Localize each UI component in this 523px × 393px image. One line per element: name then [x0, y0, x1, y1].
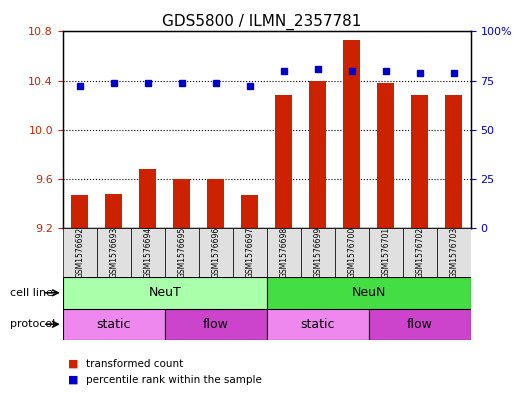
Text: GSM1576696: GSM1576696: [211, 227, 220, 278]
Text: GSM1576698: GSM1576698: [279, 227, 288, 278]
Bar: [437, 228, 471, 277]
Bar: [267, 277, 471, 309]
Text: GSM1576699: GSM1576699: [313, 227, 322, 278]
Bar: [63, 228, 97, 277]
Bar: [165, 228, 199, 277]
Text: flow: flow: [203, 318, 229, 331]
Bar: [411, 95, 428, 228]
Text: GDS5800 / ILMN_2357781: GDS5800 / ILMN_2357781: [162, 14, 361, 30]
Text: ■: ■: [68, 375, 78, 385]
Bar: [165, 309, 267, 340]
Text: NeuN: NeuN: [351, 286, 386, 299]
Text: NeuT: NeuT: [149, 286, 181, 299]
Text: GSM1576700: GSM1576700: [347, 227, 356, 278]
Bar: [343, 40, 360, 228]
Text: transformed count: transformed count: [86, 358, 184, 369]
Bar: [105, 193, 122, 228]
Text: flow: flow: [407, 318, 433, 331]
Bar: [309, 81, 326, 228]
Text: GSM1576693: GSM1576693: [109, 227, 118, 278]
Bar: [275, 95, 292, 228]
Bar: [445, 95, 462, 228]
Text: static: static: [97, 318, 131, 331]
Bar: [199, 228, 233, 277]
Bar: [173, 179, 190, 228]
Bar: [267, 309, 369, 340]
Text: static: static: [301, 318, 335, 331]
Text: cell line: cell line: [10, 288, 53, 298]
Bar: [241, 195, 258, 228]
Text: GSM1576695: GSM1576695: [177, 227, 186, 278]
Text: ■: ■: [68, 358, 78, 369]
Bar: [97, 228, 131, 277]
Bar: [233, 228, 267, 277]
Bar: [267, 228, 301, 277]
Bar: [301, 228, 335, 277]
Bar: [63, 277, 267, 309]
Bar: [369, 309, 471, 340]
Bar: [63, 309, 165, 340]
Bar: [139, 169, 156, 228]
Bar: [369, 228, 403, 277]
Bar: [71, 195, 88, 228]
Text: GSM1576697: GSM1576697: [245, 227, 254, 278]
Text: GSM1576701: GSM1576701: [381, 227, 390, 278]
Text: GSM1576694: GSM1576694: [143, 227, 152, 278]
Text: GSM1576702: GSM1576702: [415, 227, 424, 278]
Text: GSM1576692: GSM1576692: [75, 227, 84, 278]
Bar: [403, 228, 437, 277]
Text: GSM1576703: GSM1576703: [449, 227, 458, 278]
Text: percentile rank within the sample: percentile rank within the sample: [86, 375, 262, 385]
Bar: [377, 83, 394, 228]
Text: protocol: protocol: [10, 319, 56, 329]
Bar: [131, 228, 165, 277]
Bar: [207, 179, 224, 228]
Bar: [335, 228, 369, 277]
